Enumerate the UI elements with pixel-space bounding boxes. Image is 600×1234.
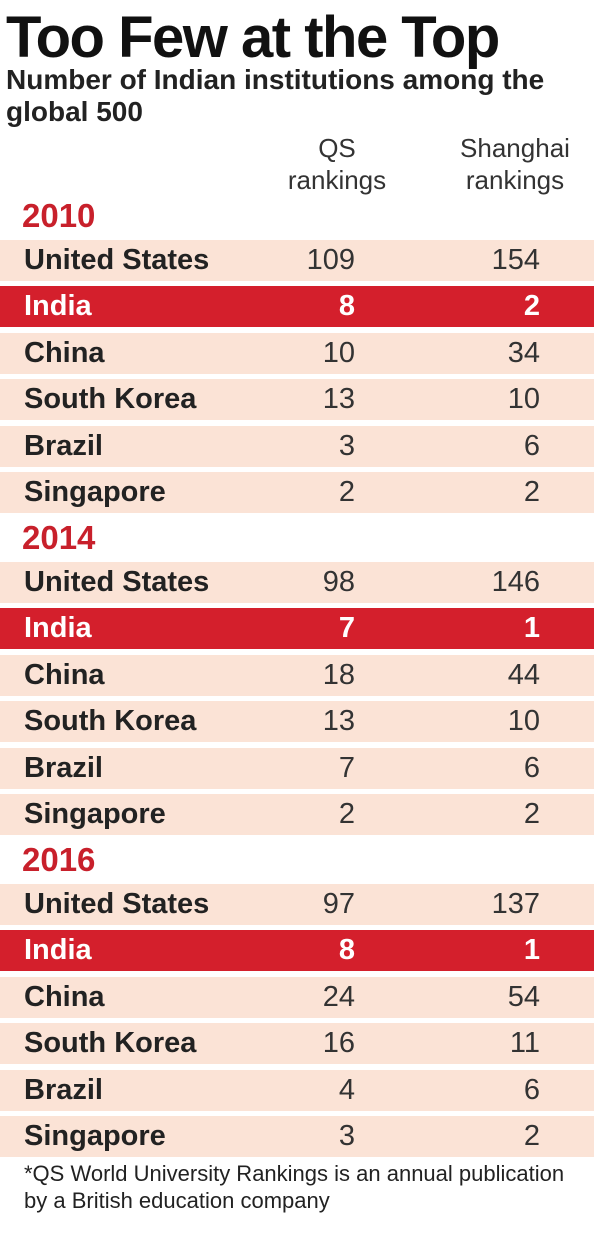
table-row: India 7 1 <box>0 608 594 649</box>
table-row: South Korea 13 10 <box>0 379 594 420</box>
country-cell: Singapore <box>24 476 166 508</box>
chart-subtitle: Number of Indian institutions among the … <box>6 64 545 127</box>
shanghai-value-cell: 2 <box>523 290 540 322</box>
table-row: Brazil 3 6 <box>0 426 594 467</box>
qs-value-cell: 18 <box>322 659 355 691</box>
qs-value-cell: 13 <box>322 383 355 415</box>
table-row: China 10 34 <box>0 333 594 374</box>
country-cell: China <box>24 659 105 691</box>
shanghai-value-cell: 2 <box>523 1120 540 1152</box>
shanghai-value-cell: 2 <box>523 798 540 830</box>
country-cell: South Korea <box>24 705 197 737</box>
qs-value-cell: 2 <box>338 798 355 830</box>
table-row: Singapore 3 2 <box>0 1116 594 1157</box>
shanghai-value-cell: 54 <box>507 981 540 1013</box>
shanghai-value-cell: 1 <box>523 612 540 644</box>
qs-value-cell: 8 <box>338 290 355 322</box>
column-header-qs: QS rankings <box>262 132 412 196</box>
column-header-qs-line1: QS <box>318 133 356 163</box>
table-row: Brazil 4 6 <box>0 1070 594 1111</box>
qs-value-cell: 109 <box>306 244 355 276</box>
shanghai-value-cell: 10 <box>507 383 540 415</box>
qs-value-cell: 7 <box>338 612 355 644</box>
shanghai-value-cell: 6 <box>523 1074 540 1106</box>
qs-value-cell: 7 <box>338 752 355 784</box>
country-cell: Brazil <box>24 1074 103 1106</box>
country-cell: South Korea <box>24 1027 197 1059</box>
column-header-shanghai-line1: Shanghai <box>460 133 570 163</box>
qs-value-cell: 16 <box>322 1027 355 1059</box>
table-row: India 8 2 <box>0 286 594 327</box>
country-cell: Singapore <box>24 798 166 830</box>
table-row: United States 97 137 <box>0 884 594 925</box>
shanghai-value-cell: 34 <box>507 337 540 369</box>
table-row: United States 98 146 <box>0 562 594 603</box>
table-row: South Korea 13 10 <box>0 701 594 742</box>
qs-value-cell: 24 <box>322 981 355 1013</box>
table-row: China 24 54 <box>0 977 594 1018</box>
table-row: Brazil 7 6 <box>0 748 594 789</box>
country-cell: Brazil <box>24 752 103 784</box>
column-header-shanghai: Shanghai rankings <box>430 132 600 196</box>
shanghai-value-cell: 6 <box>523 752 540 784</box>
country-cell: India <box>24 612 92 644</box>
shanghai-value-cell: 2 <box>523 476 540 508</box>
qs-value-cell: 97 <box>322 888 355 920</box>
qs-value-cell: 8 <box>338 934 355 966</box>
country-cell: China <box>24 981 105 1013</box>
shanghai-value-cell: 6 <box>523 430 540 462</box>
qs-value-cell: 4 <box>338 1074 355 1106</box>
qs-value-cell: 10 <box>322 337 355 369</box>
country-cell: Singapore <box>24 1120 166 1152</box>
table-row: United States 109 154 <box>0 240 594 281</box>
qs-value-cell: 3 <box>338 1120 355 1152</box>
table-row: Singapore 2 2 <box>0 472 594 513</box>
year-label: 2010 <box>22 197 96 234</box>
qs-value-cell: 13 <box>322 705 355 737</box>
qs-value-cell: 3 <box>338 430 355 462</box>
year-label: 2016 <box>22 841 96 878</box>
table-row: China 18 44 <box>0 655 594 696</box>
column-header-qs-line2: rankings <box>287 165 387 195</box>
shanghai-value-cell: 137 <box>491 888 540 920</box>
country-cell: United States <box>24 888 210 920</box>
country-cell: United States <box>24 566 210 598</box>
column-header-shanghai-line2: rankings <box>465 165 565 195</box>
country-cell: India <box>24 934 92 966</box>
country-cell: South Korea <box>24 383 197 415</box>
table-row: South Korea 16 11 <box>0 1023 594 1064</box>
country-cell: India <box>24 290 92 322</box>
shanghai-value-cell: 44 <box>507 659 540 691</box>
shanghai-value-cell: 1 <box>523 934 540 966</box>
footnote: *QS World University Rankings is an annu… <box>24 1161 565 1213</box>
table-row: India 8 1 <box>0 930 594 971</box>
country-cell: United States <box>24 244 210 276</box>
year-label: 2014 <box>22 519 96 556</box>
shanghai-value-cell: 154 <box>491 244 540 276</box>
shanghai-value-cell: 10 <box>507 705 540 737</box>
country-cell: China <box>24 337 105 369</box>
qs-value-cell: 98 <box>322 566 355 598</box>
table-row: Singapore 2 2 <box>0 794 594 835</box>
qs-value-cell: 2 <box>338 476 355 508</box>
country-cell: Brazil <box>24 430 103 462</box>
shanghai-value-cell: 146 <box>491 566 540 598</box>
chart-title: Too Few at the Top <box>6 5 500 70</box>
shanghai-value-cell: 11 <box>509 1027 540 1059</box>
